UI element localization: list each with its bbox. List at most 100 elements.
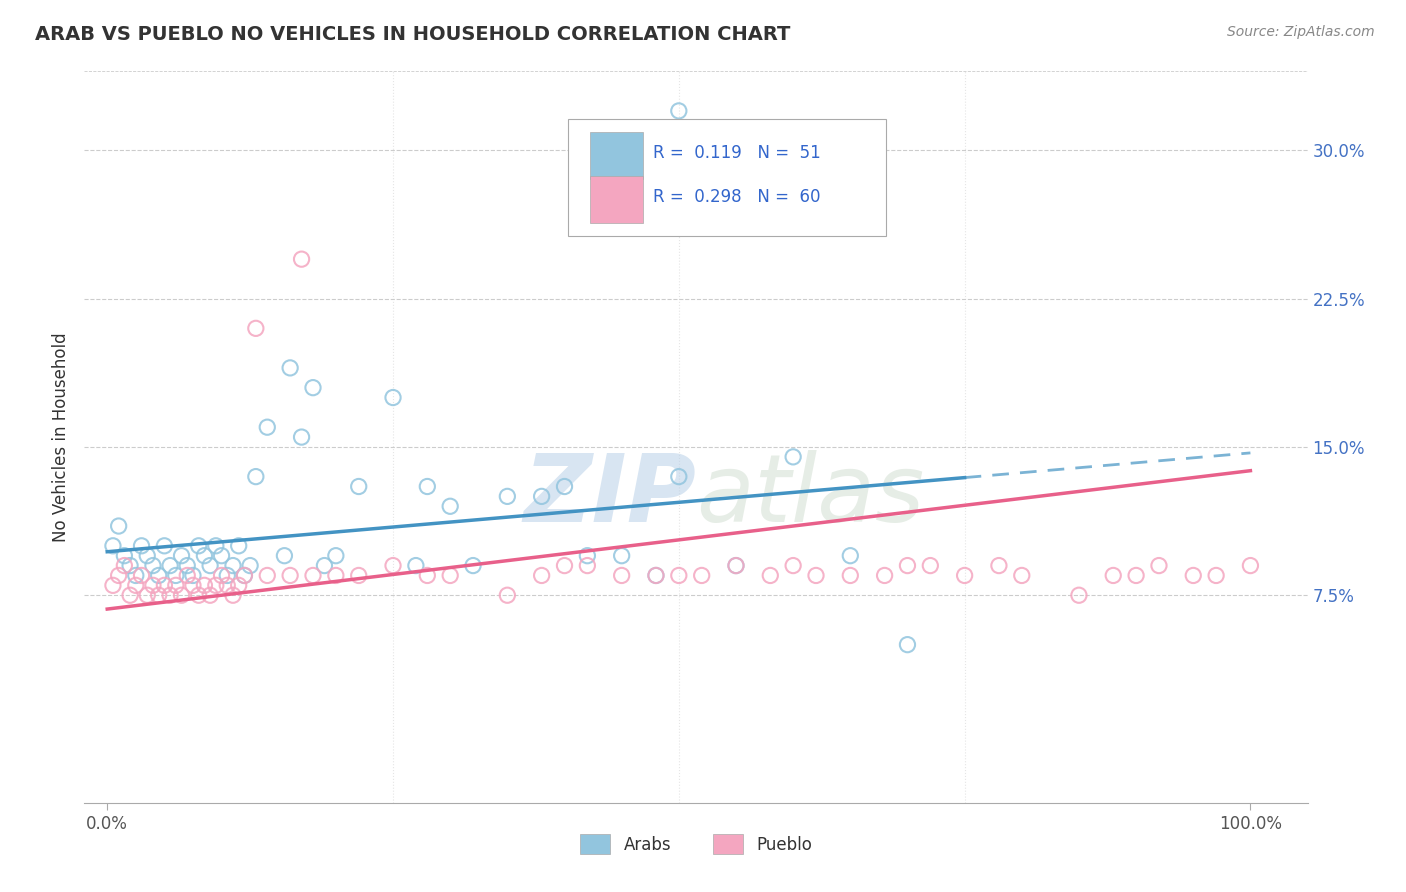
Point bbox=[120, 588, 142, 602]
Point bbox=[136, 588, 159, 602]
Point bbox=[461, 558, 484, 573]
Point bbox=[610, 568, 633, 582]
Point bbox=[165, 568, 187, 582]
Point bbox=[1011, 568, 1033, 582]
Text: R =  0.298   N =  60: R = 0.298 N = 60 bbox=[654, 188, 821, 206]
Point bbox=[159, 558, 181, 573]
Point bbox=[347, 568, 370, 582]
Point bbox=[101, 578, 124, 592]
FancyBboxPatch shape bbox=[589, 176, 644, 223]
Point bbox=[530, 489, 553, 503]
Point bbox=[987, 558, 1010, 573]
Point bbox=[690, 568, 713, 582]
Point bbox=[148, 588, 170, 602]
Point bbox=[205, 578, 228, 592]
Point bbox=[222, 558, 245, 573]
Point bbox=[290, 252, 312, 267]
Point bbox=[1182, 568, 1205, 582]
Point bbox=[439, 500, 461, 514]
Text: Source: ZipAtlas.com: Source: ZipAtlas.com bbox=[1227, 25, 1375, 39]
Point bbox=[382, 558, 405, 573]
Point bbox=[1125, 568, 1147, 582]
Point bbox=[382, 391, 405, 405]
Point bbox=[496, 588, 519, 602]
Point bbox=[302, 381, 325, 395]
Point bbox=[645, 568, 668, 582]
Text: R =  0.119   N =  51: R = 0.119 N = 51 bbox=[654, 145, 821, 162]
Point bbox=[193, 578, 215, 592]
Point bbox=[228, 539, 250, 553]
Point bbox=[142, 578, 165, 592]
Point bbox=[211, 568, 233, 582]
Point bbox=[273, 549, 295, 563]
Point bbox=[314, 558, 336, 573]
Point bbox=[181, 568, 204, 582]
Point bbox=[782, 558, 804, 573]
Point bbox=[181, 578, 204, 592]
Point bbox=[1205, 568, 1227, 582]
Point bbox=[193, 549, 215, 563]
Point bbox=[416, 568, 439, 582]
Point bbox=[530, 568, 553, 582]
Point bbox=[148, 568, 170, 582]
Point bbox=[896, 638, 918, 652]
Point bbox=[668, 469, 690, 483]
Point bbox=[668, 103, 690, 118]
Point bbox=[112, 549, 135, 563]
Point bbox=[256, 420, 278, 434]
Point bbox=[112, 558, 135, 573]
Point bbox=[142, 558, 165, 573]
Point bbox=[187, 539, 209, 553]
Point bbox=[256, 568, 278, 582]
Point bbox=[107, 519, 129, 533]
FancyBboxPatch shape bbox=[568, 119, 886, 235]
Point bbox=[131, 568, 153, 582]
Point bbox=[176, 558, 198, 573]
Point bbox=[576, 549, 599, 563]
Point bbox=[107, 568, 129, 582]
Point bbox=[405, 558, 427, 573]
Point bbox=[125, 578, 148, 592]
Point bbox=[159, 588, 181, 602]
Point bbox=[222, 588, 245, 602]
Point bbox=[170, 588, 193, 602]
Text: ARAB VS PUEBLO NO VEHICLES IN HOUSEHOLD CORRELATION CHART: ARAB VS PUEBLO NO VEHICLES IN HOUSEHOLD … bbox=[35, 25, 790, 44]
FancyBboxPatch shape bbox=[589, 132, 644, 179]
Point bbox=[228, 578, 250, 592]
Text: atlas: atlas bbox=[696, 450, 924, 541]
Point bbox=[153, 539, 176, 553]
Point bbox=[278, 568, 301, 582]
Point bbox=[165, 578, 187, 592]
Point bbox=[233, 568, 256, 582]
Point bbox=[205, 539, 228, 553]
Point bbox=[920, 558, 942, 573]
Point bbox=[217, 568, 239, 582]
Point bbox=[198, 558, 221, 573]
Point bbox=[553, 479, 575, 493]
Point bbox=[1067, 588, 1090, 602]
Point bbox=[325, 549, 347, 563]
Point bbox=[724, 558, 747, 573]
Point bbox=[496, 489, 519, 503]
Point bbox=[839, 568, 862, 582]
Point bbox=[153, 578, 176, 592]
Point bbox=[101, 539, 124, 553]
Point bbox=[125, 568, 148, 582]
Point bbox=[325, 568, 347, 582]
Legend: Arabs, Pueblo: Arabs, Pueblo bbox=[574, 828, 818, 860]
Point bbox=[176, 568, 198, 582]
Point bbox=[576, 558, 599, 573]
Point bbox=[896, 558, 918, 573]
Point bbox=[724, 558, 747, 573]
Point bbox=[217, 578, 239, 592]
Point bbox=[416, 479, 439, 493]
Point bbox=[211, 549, 233, 563]
Y-axis label: No Vehicles in Household: No Vehicles in Household bbox=[52, 332, 70, 542]
Point bbox=[804, 568, 827, 582]
Point bbox=[239, 558, 262, 573]
Point bbox=[120, 558, 142, 573]
Point bbox=[170, 549, 193, 563]
Text: ZIP: ZIP bbox=[523, 450, 696, 541]
Point bbox=[873, 568, 896, 582]
Point bbox=[290, 430, 312, 444]
